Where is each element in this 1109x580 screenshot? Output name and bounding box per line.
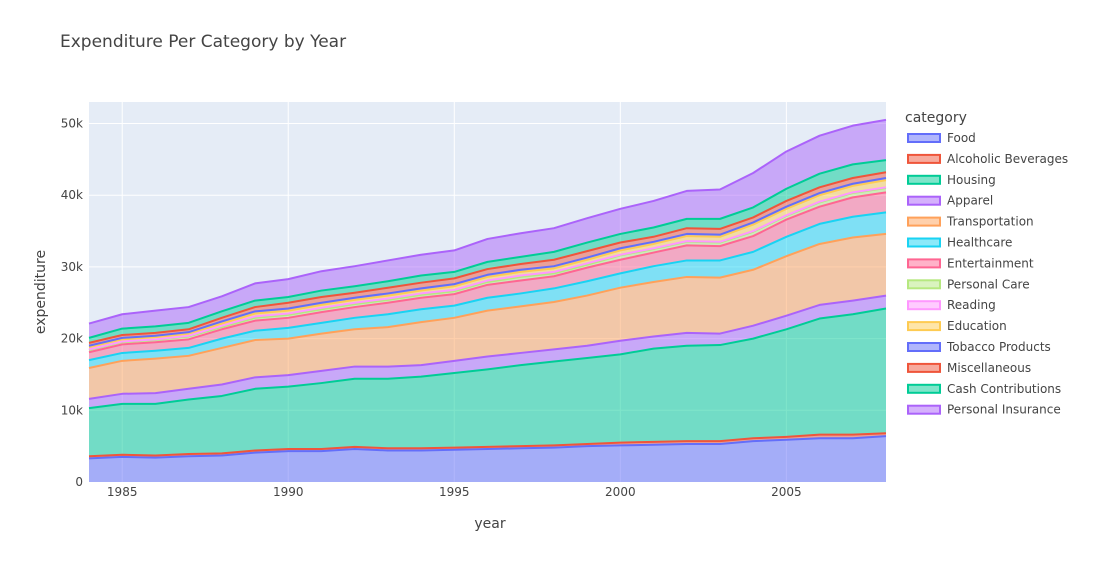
legend-item-cash-contributions[interactable]: Cash Contributions (907, 382, 1061, 396)
legend-label: Miscellaneous (947, 361, 1031, 375)
legend-label: Apparel (947, 194, 993, 208)
y-tick-label: 0 (75, 475, 83, 489)
x-tick-label: 1985 (107, 485, 138, 499)
line-tobacco-products (88, 177, 887, 347)
legend-swatch (907, 216, 941, 227)
x-tick-label: 2000 (605, 485, 636, 499)
legend-swatch (907, 300, 941, 311)
line-cash-contributions (88, 159, 887, 339)
legend-swatch (907, 133, 941, 143)
line-food (88, 435, 887, 460)
line-housing (88, 307, 887, 410)
x-tick-label: 2005 (771, 485, 802, 499)
legend-label: Reading (947, 298, 996, 312)
line-reading (88, 186, 887, 351)
legend-item-food[interactable]: Food (907, 131, 976, 145)
line-entertainment (88, 191, 887, 354)
line-personal-insurance (88, 118, 887, 325)
line-transportation (88, 232, 887, 369)
legend-swatch (907, 258, 941, 269)
legend-item-tobacco-products[interactable]: Tobacco Products (907, 340, 1051, 354)
legend-item-transportation[interactable]: Transportation (907, 215, 1034, 229)
line-education (88, 179, 887, 349)
y-tick-label: 50k (61, 117, 83, 131)
x-tick-label: 1995 (439, 485, 470, 499)
legend-item-entertainment[interactable]: Entertainment (907, 256, 1034, 270)
line-healthcare (88, 211, 887, 362)
area-personal-insurance (89, 119, 886, 338)
area-healthcare (89, 212, 886, 368)
line-alcoholic-beverages (88, 432, 887, 458)
legend-label: Healthcare (947, 236, 1012, 250)
y-axis: 0 10k 20k 30k 40k 50k (61, 117, 83, 489)
legend-swatch (907, 237, 941, 248)
y-tick-label: 20k (61, 332, 83, 346)
legend-label: Entertainment (947, 256, 1034, 270)
legend-swatch (907, 174, 941, 185)
legend-item-personal-care[interactable]: Personal Care (907, 277, 1030, 291)
legend-swatch (907, 342, 941, 352)
legend-item-personal-insurance[interactable]: Personal Insurance (907, 403, 1061, 417)
legend-item-reading[interactable]: Reading (907, 298, 996, 312)
y-axis-title: expenditure (33, 250, 49, 334)
legend-label: Personal Insurance (947, 403, 1061, 417)
legend-label: Education (947, 319, 1007, 333)
area-housing (89, 308, 886, 457)
legend-swatch (907, 404, 941, 415)
area-transportation (89, 233, 886, 399)
legend-item-apparel[interactable]: Apparel (907, 194, 993, 208)
area-food (89, 436, 886, 482)
legend-label: Personal Care (947, 277, 1030, 291)
legend-label: Transportation (946, 215, 1034, 229)
legend-label: Food (947, 131, 976, 145)
legend-title: category (905, 110, 967, 126)
line-miscellaneous (88, 171, 887, 344)
legend: category Food Alcoholic Beverages Housing A… (905, 110, 1068, 417)
x-tick-label: 1990 (273, 485, 304, 499)
y-tick-label: 10k (61, 403, 83, 417)
chart-title: Expenditure Per Category by Year (60, 32, 346, 52)
legend-swatch (907, 195, 941, 206)
legend-swatch (907, 362, 941, 373)
legend-label: Housing (947, 173, 996, 187)
legend-swatch (907, 279, 941, 290)
legend-item-miscellaneous[interactable]: Miscellaneous (907, 361, 1031, 375)
line-apparel (88, 294, 887, 400)
legend-item-education[interactable]: Education (907, 319, 1007, 333)
legend-label: Alcoholic Beverages (947, 152, 1068, 166)
series-lines (88, 118, 887, 460)
y-tick-label: 30k (61, 260, 83, 274)
y-tick-label: 40k (61, 188, 83, 202)
legend-item-housing[interactable]: Housing (907, 173, 996, 187)
legend-item-healthcare[interactable]: Healthcare (907, 236, 1012, 250)
legend-label: Cash Contributions (947, 382, 1061, 396)
area-apparel (89, 295, 886, 409)
legend-label: Tobacco Products (946, 340, 1051, 354)
x-axis: 1985 1990 1995 2000 2005 (107, 485, 802, 499)
legend-item-alcoholic-beverages[interactable]: Alcoholic Beverages (907, 152, 1068, 166)
legend-swatch (907, 153, 941, 164)
x-axis-title: year (474, 516, 505, 532)
legend-swatch (907, 321, 941, 332)
legend-swatch (907, 383, 941, 394)
